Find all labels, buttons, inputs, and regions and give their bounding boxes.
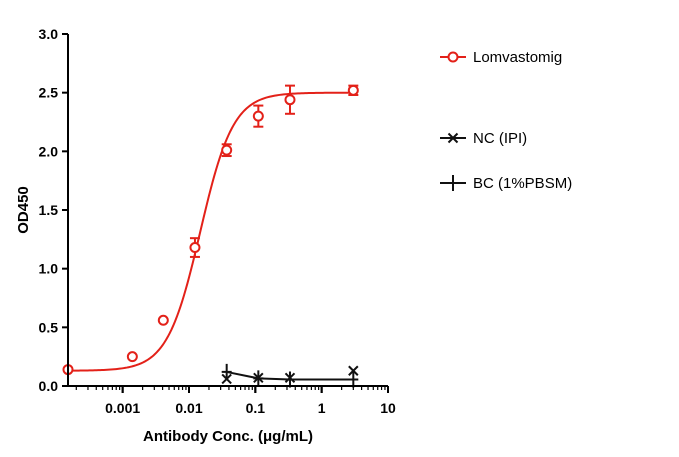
legend-lomvastomig: Lomvastomig [440, 49, 562, 66]
plot-area [62, 84, 359, 388]
lomvastomig-point [189, 242, 201, 254]
bc-point [221, 363, 232, 380]
nc-point [284, 372, 296, 383]
bc-curve [226, 370, 354, 381]
y-tick-label: 0.5 [39, 319, 59, 335]
x-tick-label: 0.01 [175, 400, 202, 416]
legend-marker-circle-icon [447, 51, 459, 63]
y-tick-label: 3.0 [39, 26, 59, 42]
lomvastomig-point [221, 144, 233, 156]
y-tick-label: 2.0 [39, 143, 59, 159]
lomvastomig-point [284, 94, 296, 106]
y-ticks: 0.0 0.5 1.0 1.5 2.0 2.5 3.0 [39, 26, 68, 394]
legend-nc-ipi: NC (IPI) [440, 130, 527, 147]
legend-bc-pbsm: BC (1%PBSM) [440, 175, 572, 192]
legend-label: BC (1%PBSM) [473, 175, 572, 192]
axes: 0.001 0.01 0.1 1 10 0.0 0.5 1.0 1.5 2.0 2.5 3.0 [39, 26, 396, 416]
x-tick-label: 10 [380, 400, 396, 416]
y-tick-label: 2.5 [39, 85, 59, 101]
bc-point [348, 371, 359, 388]
x-tick-label: 1 [318, 400, 326, 416]
lomvastomig-point [157, 314, 169, 326]
bc-point [284, 371, 295, 388]
y-tick-label: 1.5 [39, 202, 59, 218]
legend-label: NC (IPI) [473, 130, 527, 147]
y-tick-label: 1.0 [39, 261, 59, 277]
x-axis-label: Antibody Conc. (μg/mL) [143, 428, 313, 445]
nc-point [253, 372, 264, 383]
x-ticks: 0.001 0.01 0.1 1 10 [75, 386, 396, 416]
nc-point [348, 365, 359, 376]
lomvastomig-point [126, 351, 138, 363]
x-tick-label: 0.001 [105, 400, 140, 416]
y-axis-label: OD450 [15, 186, 32, 234]
lomvastomig-fit-curve [67, 91, 354, 372]
lomvastomig-point [347, 84, 359, 96]
lomvastomig-point [252, 110, 264, 122]
legend-marker-x-icon [447, 132, 459, 144]
legend: Lomvastomig NC (IPI) BC (1%PBSM) [440, 49, 572, 192]
nc-point [221, 373, 232, 385]
legend-label: Lomvastomig [473, 49, 562, 66]
y-tick-label: 0.0 [39, 378, 59, 394]
x-tick-label: 0.1 [246, 400, 266, 416]
